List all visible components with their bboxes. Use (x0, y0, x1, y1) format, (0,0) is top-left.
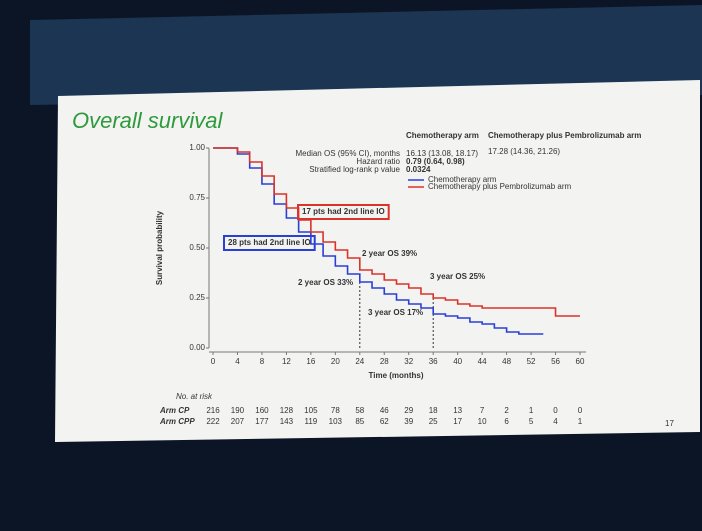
x-tick-label: 48 (502, 357, 511, 366)
risk-value: 190 (231, 406, 245, 415)
risk-value: 62 (380, 417, 389, 426)
risk-value: 160 (255, 406, 269, 415)
y-tick-label: 0.75 (189, 193, 205, 202)
risk-value: 25 (429, 417, 438, 426)
risk-label: Arm CPP (159, 417, 195, 426)
x-tick-label: 8 (260, 357, 265, 366)
risk-value: 2 (504, 406, 509, 415)
annotation: 3 year OS 17% (368, 308, 423, 317)
risk-value: 10 (478, 417, 487, 426)
risk-value: 5 (529, 417, 534, 426)
risk-value: 78 (331, 406, 340, 415)
stats-cell: 0.0324 (406, 165, 431, 174)
y-axis-label: Survival probability (155, 210, 164, 285)
risk-value: 143 (280, 417, 294, 426)
stats-cell: 17.28 (14.36, 21.26) (488, 147, 560, 156)
chart-title: Overall survival (72, 108, 223, 133)
x-tick-label: 0 (211, 357, 216, 366)
x-tick-label: 4 (235, 357, 240, 366)
risk-value: 177 (255, 417, 269, 426)
risk-value: 0 (578, 406, 583, 415)
risk-value: 1 (578, 417, 583, 426)
y-tick-label: 0.50 (189, 243, 205, 252)
risk-value: 0 (553, 406, 558, 415)
x-axis-label: Time (months) (369, 371, 424, 380)
x-tick-label: 32 (404, 357, 413, 366)
risk-value: 1 (529, 406, 534, 415)
risk-value: 7 (480, 406, 485, 415)
x-tick-label: 40 (453, 357, 462, 366)
risk-value: 119 (304, 417, 317, 426)
x-tick-label: 56 (551, 357, 560, 366)
annotation: 17 pts had 2nd line IO (302, 207, 385, 216)
risk-title: No. at risk (176, 392, 213, 401)
x-tick-label: 20 (331, 357, 340, 366)
risk-value: 46 (380, 406, 389, 415)
risk-value: 17 (453, 417, 462, 426)
x-tick-label: 24 (355, 357, 364, 366)
y-tick-label: 1.00 (189, 143, 205, 152)
x-tick-label: 44 (478, 357, 487, 366)
risk-value: 105 (304, 406, 318, 415)
stats-header: Chemotherapy arm (406, 131, 479, 140)
stats-header: Chemotherapy plus Pembrolizumab arm (488, 131, 641, 140)
risk-value: 39 (404, 417, 413, 426)
risk-value: 18 (429, 406, 438, 415)
risk-value: 4 (553, 417, 558, 426)
risk-value: 29 (404, 406, 413, 415)
risk-value: 222 (206, 417, 220, 426)
legend-label: Chemotherapy plus Pembrolizumab arm (428, 182, 572, 191)
page-number: 17 (665, 419, 674, 428)
annotation: 2 year OS 33% (298, 278, 353, 287)
x-tick-label: 12 (282, 357, 291, 366)
photo: Overall survival Survival probability Ti… (0, 0, 702, 531)
x-tick-label: 16 (306, 357, 315, 366)
annotation: 2 year OS 39% (362, 249, 417, 258)
risk-value: 128 (280, 406, 294, 415)
x-tick-label: 28 (380, 357, 389, 366)
annotation: 28 pts had 2nd line IO (228, 238, 311, 247)
y-tick-label: 0.00 (189, 343, 205, 352)
x-tick-label: 60 (576, 357, 585, 366)
y-tick-label: 0.25 (189, 293, 205, 302)
risk-value: 207 (231, 417, 245, 426)
risk-value: 6 (504, 417, 509, 426)
risk-value: 58 (355, 406, 364, 415)
x-tick-label: 52 (527, 357, 536, 366)
x-tick-label: 36 (429, 357, 438, 366)
risk-value: 85 (355, 417, 364, 426)
risk-label: Arm CP (159, 406, 190, 415)
risk-value: 103 (329, 417, 343, 426)
annotation: 3 year OS 25% (430, 272, 485, 281)
page: {"chart_data": {"type": "line", "step": … (0, 0, 702, 531)
risk-value: 216 (206, 406, 220, 415)
stats-cell: Stratified log-rank p value (309, 165, 400, 174)
risk-value: 13 (453, 406, 462, 415)
